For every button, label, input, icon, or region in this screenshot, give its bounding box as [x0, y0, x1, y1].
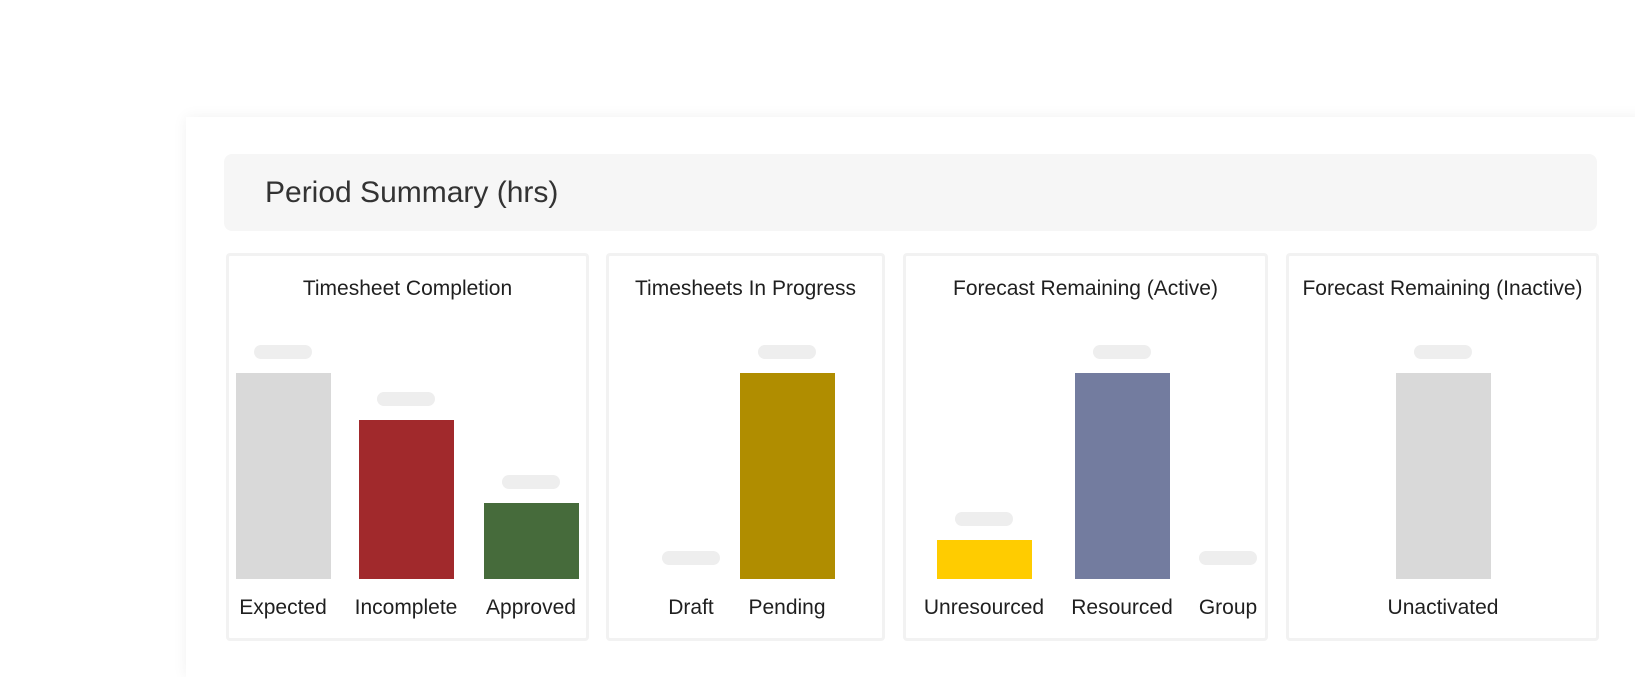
- category-label: Group: [1198, 596, 1258, 619]
- chart-card-timesheet-completion: Timesheet Completion Expected Incomplete A…: [226, 253, 589, 641]
- value-label-placeholder: [955, 512, 1013, 526]
- chart-title: Forecast Remaining (Inactive): [1302, 277, 1583, 300]
- value-label-placeholder: [1093, 345, 1151, 359]
- category-label: Draft: [668, 596, 714, 619]
- value-label-placeholder: [254, 345, 312, 359]
- category-label: Unactivated: [1387, 596, 1499, 619]
- chart-title: Forecast Remaining (Active): [953, 277, 1218, 300]
- category-label: Incomplete: [354, 596, 458, 619]
- category-label: Unresourced: [923, 596, 1045, 619]
- category-label: Resourced: [1071, 596, 1173, 619]
- period-summary-title: Period Summary (hrs): [265, 176, 559, 209]
- bar-unresourced[interactable]: [936, 540, 1032, 579]
- bar-resourced[interactable]: [1074, 373, 1170, 579]
- bar-approved[interactable]: [483, 503, 579, 579]
- chart-card-forecast-remaining-active: Forecast Remaining (Active) Unresourced R…: [903, 253, 1268, 641]
- category-label: Pending: [748, 596, 826, 619]
- value-label-placeholder: [1199, 551, 1257, 565]
- bar-unactivated[interactable]: [1395, 373, 1491, 579]
- bar-expected[interactable]: [235, 373, 331, 579]
- category-label: Approved: [486, 596, 576, 619]
- value-label-placeholder: [758, 345, 816, 359]
- chart-title: Timesheets In Progress: [635, 277, 856, 300]
- category-label: Expected: [239, 596, 327, 619]
- chart-card-forecast-remaining-inactive: Forecast Remaining (Inactive) Unactivate…: [1286, 253, 1599, 641]
- bar-incomplete[interactable]: [358, 420, 454, 579]
- chart-title: Timesheet Completion: [302, 277, 513, 300]
- value-label-placeholder: [1414, 345, 1472, 359]
- value-label-placeholder: [662, 551, 720, 565]
- period-summary-header: Period Summary (hrs): [224, 154, 1597, 231]
- value-label-placeholder: [377, 392, 435, 406]
- chart-card-timesheets-in-progress: Timesheets In Progress Draft Pending: [606, 253, 885, 641]
- value-label-placeholder: [502, 475, 560, 489]
- bar-pending[interactable]: [739, 373, 835, 579]
